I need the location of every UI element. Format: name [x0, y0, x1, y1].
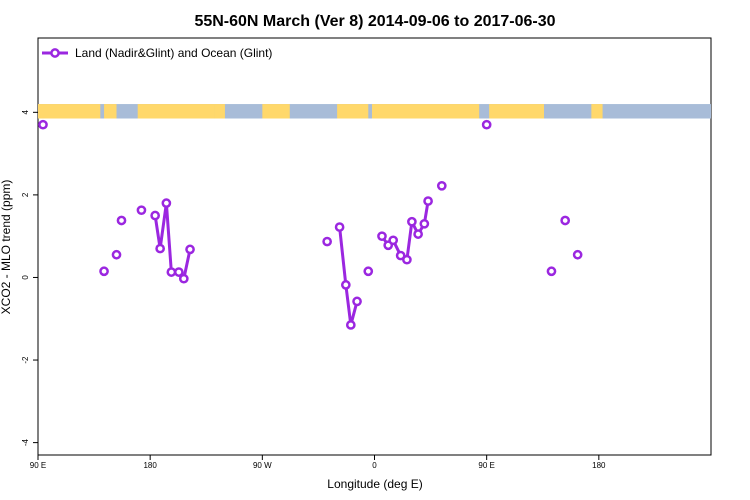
map-land: [489, 104, 544, 119]
x-tick-label: 90 E: [30, 461, 46, 470]
data-point: [481, 119, 492, 130]
data-point: [436, 180, 447, 191]
map-land: [214, 104, 225, 119]
map-land: [38, 104, 101, 119]
data-point: [572, 249, 583, 260]
data-point: [402, 254, 412, 265]
map-land: [591, 104, 603, 119]
data-point: [99, 266, 109, 277]
map-land: [104, 104, 117, 119]
x-axis-label: Longitude (deg E): [327, 477, 422, 491]
data-point: [155, 243, 165, 254]
x-tick-label: 180: [143, 461, 157, 470]
legend-marker-swatch: [50, 48, 60, 58]
data-point: [363, 266, 374, 277]
data-point: [161, 198, 172, 208]
data-point: [419, 218, 430, 229]
data-point: [111, 249, 122, 260]
data-point: [150, 210, 161, 221]
series-line: [153, 201, 192, 281]
y-axis-ticks: -4 -2 0 2 4: [21, 110, 38, 447]
x-tick-label: 90 E: [478, 461, 494, 470]
x-tick-label: 0: [372, 461, 377, 470]
map-strip: [38, 104, 711, 119]
data-point: [340, 280, 351, 290]
map-land: [337, 104, 369, 119]
data-point: [178, 273, 189, 284]
data-point: [345, 320, 356, 330]
data-point: [407, 216, 417, 227]
y-axis-label: XCO2 - MLO trend (ppm): [0, 180, 13, 315]
series-line: [338, 226, 359, 327]
data-point: [377, 231, 387, 242]
data-point: [116, 215, 127, 226]
data-point: [546, 266, 557, 277]
data-point: [413, 229, 423, 239]
chart-title: 55N-60N March (Ver 8) 2014-09-06 to 2017…: [194, 13, 555, 30]
data-point: [395, 250, 406, 261]
data-point: [334, 222, 345, 232]
data-point: [560, 215, 571, 226]
data-point: [388, 235, 399, 246]
series-layer: [38, 119, 583, 330]
y-tick-label: 2: [21, 192, 30, 197]
data-point: [322, 236, 332, 247]
legend: Land (Nadir&Glint) and Ocean (Glint): [42, 46, 272, 60]
map-land: [262, 104, 290, 119]
map-land: [372, 104, 480, 119]
x-tick-label: 180: [592, 461, 606, 470]
legend-label: Land (Nadir&Glint) and Ocean (Glint): [75, 46, 272, 60]
y-tick-label: 0: [21, 275, 30, 280]
data-point: [38, 119, 48, 130]
y-tick-label: -2: [21, 356, 30, 364]
data-point: [185, 244, 195, 255]
x-tick-label: 90 W: [253, 461, 272, 470]
data-point: [173, 267, 184, 277]
data-point: [136, 205, 147, 216]
x-axis-ticks: 90 E 180 90 W 0 90 E 180: [30, 455, 606, 470]
plot-frame: [37, 37, 712, 456]
y-tick-label: -4: [21, 439, 30, 447]
data-point: [166, 267, 177, 277]
data-point: [423, 196, 433, 206]
y-tick-label: 4: [21, 110, 30, 115]
map-land: [137, 104, 215, 119]
data-point: [352, 296, 362, 307]
